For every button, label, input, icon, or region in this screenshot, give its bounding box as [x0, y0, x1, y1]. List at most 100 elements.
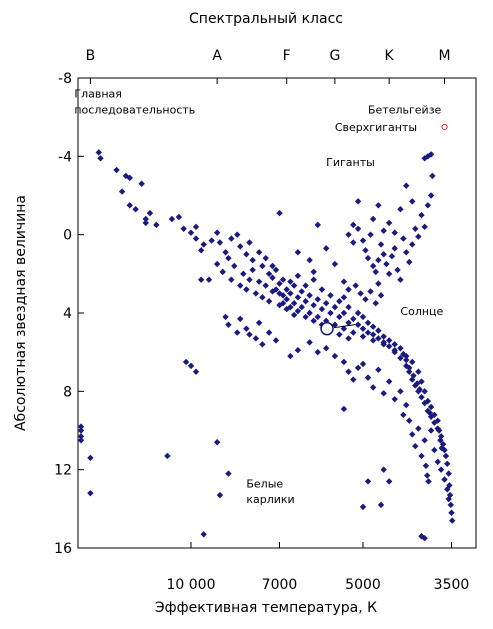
star-point	[222, 313, 229, 321]
star-point	[340, 309, 348, 317]
star-point	[409, 241, 416, 248]
star-point	[380, 333, 387, 340]
star-point	[364, 254, 372, 262]
star-point	[369, 337, 377, 344]
star-point	[442, 452, 450, 460]
star-point	[87, 454, 94, 462]
star-point	[213, 260, 221, 268]
star-point	[132, 206, 139, 213]
star-point	[350, 376, 357, 383]
star-point	[192, 235, 200, 242]
star-point	[314, 221, 321, 229]
star-point	[234, 231, 241, 238]
star-point	[262, 254, 269, 262]
star-point	[426, 409, 433, 417]
star-point	[364, 329, 372, 336]
star-point	[345, 286, 352, 293]
star-point	[246, 276, 253, 283]
star-point	[385, 343, 393, 350]
annotation-label: Главная	[74, 88, 122, 101]
star-point	[259, 294, 266, 301]
star-point	[367, 231, 374, 238]
star-point	[336, 313, 343, 321]
star-point	[369, 262, 377, 270]
data-points	[77, 149, 456, 542]
star-point	[345, 319, 352, 326]
star-point	[290, 311, 298, 319]
betelgeuse-point	[441, 123, 448, 131]
star-point	[369, 331, 377, 338]
y-tick-label: 12	[54, 463, 72, 479]
star-point	[340, 294, 348, 301]
star-point	[434, 417, 441, 424]
star-point	[364, 374, 372, 381]
star-point	[306, 292, 313, 299]
annotation-label: Бетельгейзе	[368, 103, 442, 116]
star-point	[252, 290, 260, 297]
star-point	[345, 231, 352, 238]
star-point	[231, 262, 238, 270]
star-point	[345, 368, 352, 375]
star-point	[322, 300, 330, 307]
star-point	[362, 296, 369, 303]
star-point	[354, 364, 362, 372]
star-point	[352, 282, 359, 289]
star-point	[362, 247, 369, 254]
star-point	[228, 235, 235, 242]
star-point	[406, 258, 413, 266]
star-point	[216, 491, 224, 499]
star-point	[406, 368, 413, 375]
star-point	[77, 423, 85, 430]
star-point	[310, 276, 317, 283]
y-tick-label: 4	[63, 306, 72, 322]
star-point	[205, 276, 213, 283]
star-point	[265, 329, 273, 336]
star-point	[302, 282, 309, 289]
star-point	[394, 266, 401, 274]
star-point	[410, 372, 417, 379]
star-point	[375, 202, 382, 209]
star-point	[444, 486, 451, 493]
star-point	[294, 307, 302, 315]
star-point	[331, 303, 339, 311]
star-point	[375, 256, 382, 264]
star-point	[421, 437, 428, 444]
star-point	[228, 276, 235, 283]
star-point	[354, 225, 362, 232]
star-point	[418, 394, 425, 401]
star-point	[385, 378, 393, 385]
star-point	[279, 276, 287, 283]
annotation-label: последовательность	[74, 103, 195, 116]
star-point	[175, 213, 183, 221]
star-point	[97, 155, 104, 162]
star-point	[350, 315, 357, 323]
star-point	[437, 437, 444, 444]
star-point	[249, 266, 256, 274]
star-point	[331, 260, 339, 268]
star-point	[377, 292, 385, 299]
star-point	[142, 219, 149, 227]
star-point	[336, 298, 343, 305]
star-point	[377, 501, 385, 509]
star-point	[197, 247, 205, 254]
star-point	[441, 476, 448, 483]
star-point	[302, 298, 309, 305]
top-axis-spectral-classes: OBAFGKM	[86, 48, 451, 84]
x-tick-label: 5000	[345, 577, 381, 593]
star-point	[422, 462, 430, 469]
star-point	[359, 237, 367, 244]
star-point	[375, 327, 382, 334]
star-point	[385, 270, 393, 278]
star-point	[403, 249, 410, 256]
star-point	[340, 405, 348, 413]
star-point	[403, 182, 410, 189]
star-point	[322, 345, 330, 352]
star-point	[225, 470, 232, 477]
star-point	[318, 286, 326, 293]
star-point	[126, 202, 133, 209]
star-point	[269, 288, 276, 295]
star-point	[380, 341, 387, 348]
star-point	[409, 431, 416, 438]
star-point	[146, 209, 154, 217]
